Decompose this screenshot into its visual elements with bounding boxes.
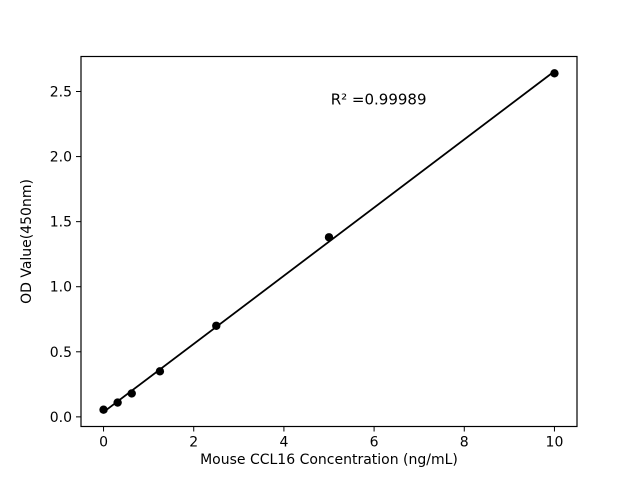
data-point bbox=[212, 321, 221, 330]
x-axis-label: Mouse CCL16 Concentration (ng/mL) bbox=[200, 452, 458, 468]
y-axis-label: OD Value(450nm) bbox=[19, 179, 35, 304]
x-tick-label: 8 bbox=[460, 435, 469, 451]
x-tick-label: 4 bbox=[279, 435, 288, 451]
y-tick-label: 1.5 bbox=[50, 215, 72, 231]
x-tick-label: 6 bbox=[370, 435, 379, 451]
y-tick-label: 0.0 bbox=[50, 410, 72, 426]
data-point bbox=[99, 405, 108, 414]
data-point bbox=[127, 389, 136, 398]
y-tick-label: 0.5 bbox=[50, 345, 72, 361]
x-tick-label: 0 bbox=[99, 435, 108, 451]
x-tick-label: 2 bbox=[189, 435, 198, 451]
y-tick-label: 2.0 bbox=[50, 150, 72, 166]
r-squared-annotation: R² =0.99989 bbox=[331, 91, 427, 109]
trend-line bbox=[103, 70, 555, 413]
y-tick-label: 1.0 bbox=[50, 280, 72, 296]
axes-frame bbox=[80, 55, 578, 428]
data-point bbox=[113, 398, 122, 407]
data-point bbox=[324, 233, 334, 242]
y-tick-label: 2.5 bbox=[50, 85, 72, 101]
data-point bbox=[155, 367, 165, 376]
x-tick-label: 10 bbox=[546, 435, 564, 451]
data-point bbox=[550, 69, 559, 78]
